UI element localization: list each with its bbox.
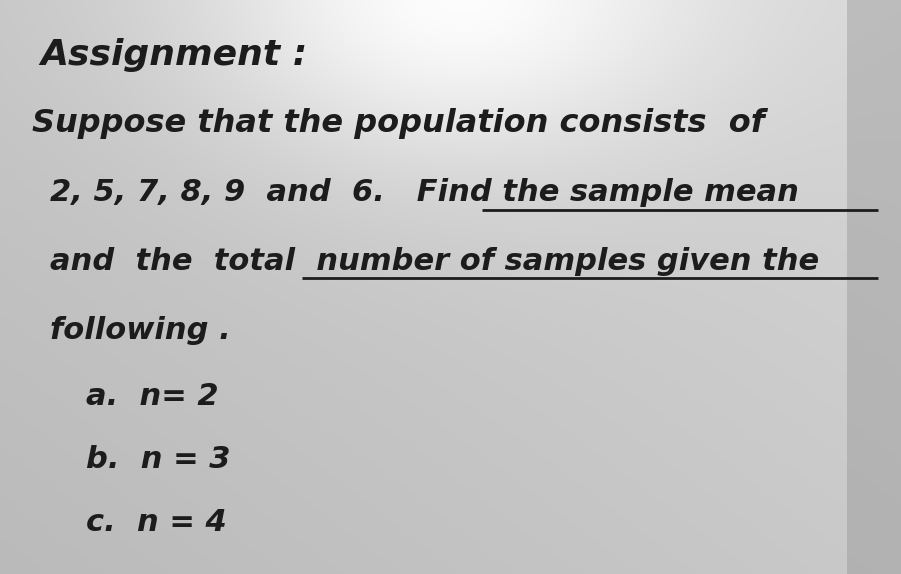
Text: Assignment :: Assignment : bbox=[41, 37, 308, 72]
Text: 2, 5, 7, 8, 9  and  6.   Find the sample mean: 2, 5, 7, 8, 9 and 6. Find the sample mea… bbox=[50, 178, 798, 207]
Bar bbox=[847, 0, 901, 574]
Text: following .: following . bbox=[50, 316, 231, 344]
Text: and  the  total  number of samples given the: and the total number of samples given th… bbox=[50, 247, 819, 276]
Text: c.  n = 4: c. n = 4 bbox=[86, 508, 226, 537]
Text: a.  n= 2: a. n= 2 bbox=[86, 382, 218, 410]
Text: b.  n = 3: b. n = 3 bbox=[86, 445, 230, 474]
Text: Suppose that the population consists  of: Suppose that the population consists of bbox=[32, 108, 764, 139]
